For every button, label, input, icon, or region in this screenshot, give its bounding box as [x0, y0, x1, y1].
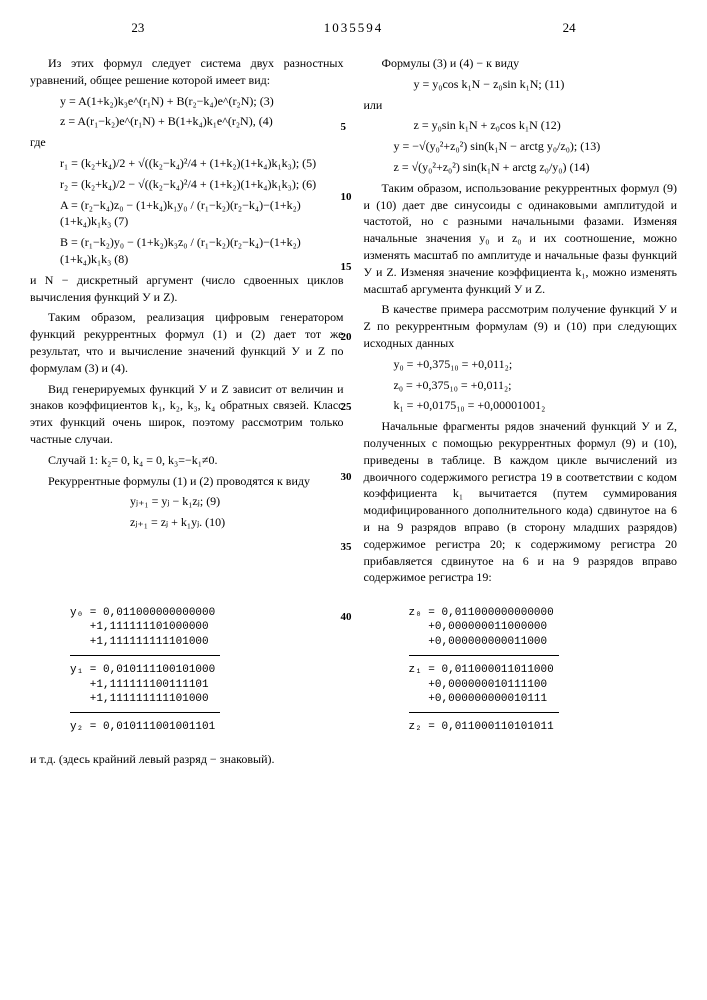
right-column: Формулы (3) и (4) − к виду y = y₀cos k₁N…: [364, 51, 678, 590]
linenum-10: 10: [341, 191, 352, 203]
eq-14: z = √(y₀²+z₀²) sin(k₁N + arctg z₀/y₀) (1…: [394, 159, 678, 176]
label-where: где: [30, 134, 344, 151]
calc-y1-1: y₁ = 0,010111100101000: [70, 663, 339, 677]
eq-10: zⱼ₊₁ = zⱼ + k₁yⱼ. (10): [130, 514, 344, 531]
page-num-left: 23: [30, 20, 246, 36]
val-k1: k₁ = +0,0175₁₀ = +0,00001001₂: [394, 397, 678, 414]
eq-11: y = y₀cos k₁N − z₀sin k₁N; (11): [414, 76, 678, 93]
eq-12: z = y₀sin k₁N + z₀cos k₁N (12): [414, 117, 678, 134]
linenum-30: 30: [341, 471, 352, 483]
linenum-15: 15: [341, 261, 352, 273]
calc-z1-2: +0,000000010111100: [409, 678, 678, 692]
eq-7: A = (r₂−k₄)z₀ − (1+k₄)k₁y₀ / (r₁−k₂)(r₂−…: [60, 197, 344, 231]
eq-13: y = −√(y₀²+z₀²) sin(k₁N − arctg y₀/z₀); …: [394, 138, 678, 155]
linenum-20: 20: [341, 331, 352, 343]
eq-9: yⱼ₊₁ = yⱼ − k₁zⱼ; (9): [130, 493, 344, 510]
calc-z1-3: +0,000000000010111: [409, 692, 678, 706]
linenum-40: 40: [341, 611, 352, 623]
linenum-35: 35: [341, 541, 352, 553]
para: и N − дискретный аргумент (число сдвоенн…: [30, 272, 344, 306]
calc-y2: y₂ = 0,010111001001101: [70, 720, 339, 734]
calc-y0-1: y₀ = 0,011000000000000: [70, 606, 339, 620]
calc-z0-1: z₀ = 0,011000000000000: [409, 606, 678, 620]
label-or: или: [364, 97, 678, 114]
calculation-block: y₀ = 0,011000000000000 +1,11111110100000…: [30, 600, 677, 741]
para: Таким образом, реализация цифровым генер…: [30, 309, 344, 376]
val-y0: y₀ = +0,375₁₀ = +0,011₂;: [394, 356, 678, 373]
para: Из этих формул следует система двух разн…: [30, 55, 344, 89]
calc-z0-3: +0,000000000011000: [409, 635, 678, 649]
eq-5: r₁ = (k₂+k₄)/2 + √((k₂−k₄)²/4 + (1+k₂)(1…: [60, 155, 344, 172]
eq-4: z = A(r₁−k₂)e^(r₁N) + B(1+k₄)k₁e^(r₂N), …: [60, 113, 344, 130]
val-z0: z₀ = +0,375₁₀ = +0,011₂;: [394, 377, 678, 394]
footer-note: и т.д. (здесь крайний левый разряд − зна…: [30, 751, 677, 768]
para: Формулы (3) и (4) − к виду: [364, 55, 678, 72]
eq-6: r₂ = (k₂+k₄)/2 − √((k₂−k₄)²/4 + (1+k₂)(1…: [60, 176, 344, 193]
eq-3: y = A(1+k₂)k₃e^(r₁N) + B(r₂−k₄)e^(r₂N); …: [60, 93, 344, 110]
eq-8: B = (r₁−k₂)y₀ − (1+k₂)k₃z₀ / (r₁−k₂)(r₂−…: [60, 234, 344, 268]
linenum-5: 5: [341, 121, 347, 133]
para: В качестве примера рассмотрим получение …: [364, 301, 678, 351]
calc-y1-3: +1,111111111101000: [70, 692, 339, 706]
para: Вид генерируемых функций У и Z зависит о…: [30, 381, 344, 448]
para: Таким образом, использование рекуррентны…: [364, 180, 678, 298]
calc-y1-2: +1,111111100111101: [70, 678, 339, 692]
doc-number: 1035594: [246, 20, 462, 36]
calc-z1-1: z₁ = 0,011000011011000: [409, 663, 678, 677]
calc-z2: z₂ = 0,011000110101011: [409, 720, 678, 734]
para: Рекуррентные формулы (1) и (2) проводятс…: [30, 473, 344, 490]
para-case1: Случай 1: k₂= 0, k₄ = 0, k₃=−k₁≠0.: [30, 452, 344, 469]
left-column: Из этих формул следует система двух разн…: [30, 51, 344, 590]
linenum-25: 25: [341, 401, 352, 413]
page-num-right: 24: [461, 20, 677, 36]
calc-y0-3: +1,111111111101000: [70, 635, 339, 649]
calc-y0-2: +1,111111101000000: [70, 620, 339, 634]
para: Начальные фрагменты рядов значений функц…: [364, 418, 678, 586]
calc-z0-2: +0,000000011000000: [409, 620, 678, 634]
